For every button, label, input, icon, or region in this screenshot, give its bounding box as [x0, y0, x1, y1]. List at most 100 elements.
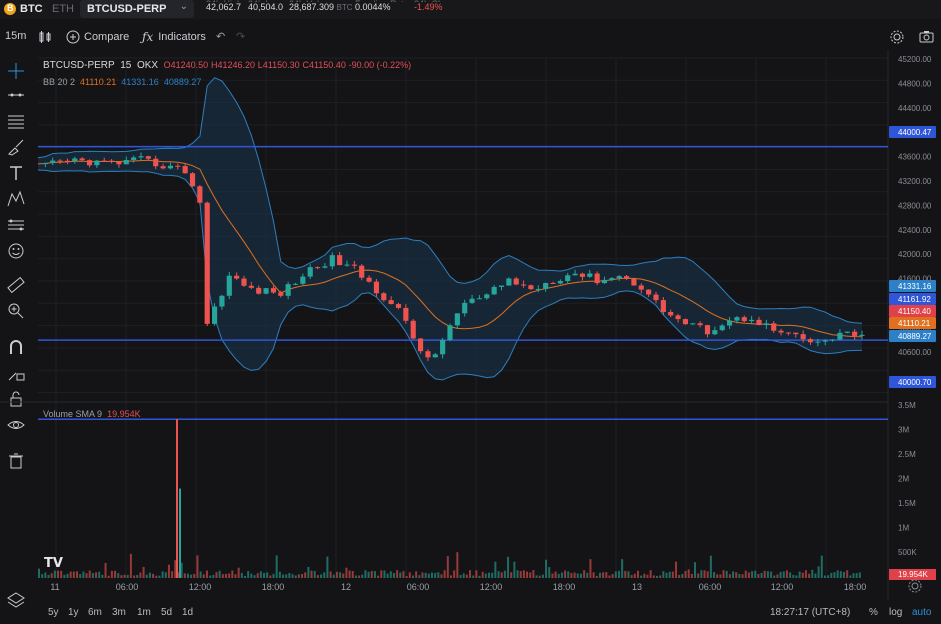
text-icon[interactable]	[6, 163, 26, 183]
price-tick-label: 42800.00	[898, 201, 932, 210]
eye-icon[interactable]	[6, 415, 26, 435]
log-toggle[interactable]: log	[889, 607, 903, 618]
volume-bar	[602, 572, 605, 578]
volume-bar	[180, 562, 183, 578]
volume-bar	[329, 571, 332, 578]
volume-bar	[152, 573, 155, 578]
volume-bar	[443, 570, 446, 578]
price-chart[interactable]: 45200.0044800.0044400.0044000.0043600.00…	[0, 50, 941, 600]
undo-button[interactable]: ↶	[216, 30, 225, 43]
candle	[704, 325, 711, 335]
volume-bar	[88, 570, 91, 578]
volume-bar	[408, 572, 411, 578]
auto-toggle[interactable]: auto	[912, 607, 932, 618]
candle	[160, 166, 166, 169]
volume-bar	[120, 575, 123, 578]
volume-bar	[101, 574, 104, 578]
volume-bar	[237, 567, 240, 578]
gear-icon	[890, 30, 904, 44]
brush-icon[interactable]	[6, 137, 26, 157]
candle	[153, 158, 159, 167]
volume-bar	[430, 572, 433, 578]
volume-bar	[478, 575, 481, 578]
candle-type-button[interactable]	[38, 30, 52, 44]
layers-icon[interactable]	[6, 590, 26, 610]
volume-bar	[804, 570, 807, 578]
zoom-in-icon[interactable]	[6, 301, 26, 321]
emoji-icon[interactable]	[6, 241, 26, 261]
coin-tab-eth[interactable]: ETH	[52, 0, 74, 18]
volume-bar	[795, 575, 798, 578]
volume-bar	[411, 575, 414, 578]
range-1y[interactable]: 1y	[68, 607, 79, 618]
volume-bar	[570, 572, 573, 578]
candle	[57, 160, 63, 162]
candle	[175, 165, 181, 167]
compare-button[interactable]: Compare	[66, 30, 129, 44]
screenshot-button[interactable]	[919, 30, 934, 43]
horizontal-lines-icon[interactable]	[6, 111, 26, 131]
measure-lines-icon[interactable]	[6, 215, 26, 235]
horizontal-lines	[38, 145, 888, 420]
range-5y[interactable]: 5y	[48, 607, 59, 618]
candle	[395, 304, 402, 308]
symbol-selector[interactable]: BTCUSD-PERP ⌄	[80, 0, 194, 18]
undo-icon: ↶	[216, 31, 226, 43]
candle	[543, 283, 549, 289]
time-tick-label: 06:00	[699, 582, 722, 592]
volume-bar	[126, 574, 129, 578]
percent-toggle[interactable]: %	[869, 607, 878, 618]
volume-bar	[196, 555, 199, 578]
magnet-icon[interactable]	[6, 337, 26, 357]
range-3m[interactable]: 3m	[112, 607, 126, 618]
volume-bar	[234, 574, 237, 578]
price-tick-label: 45200.00	[898, 55, 932, 64]
price-badge	[889, 293, 936, 305]
volume-bar	[833, 572, 836, 578]
candle	[829, 339, 836, 341]
settings-button[interactable]	[890, 30, 904, 44]
candle	[403, 307, 409, 321]
candle	[712, 330, 718, 335]
volume-bar	[744, 570, 747, 578]
volume-bar	[263, 572, 266, 578]
range-5d[interactable]: 5d	[161, 607, 173, 618]
range-6m[interactable]: 6m	[88, 607, 102, 618]
volume-bar	[583, 570, 586, 578]
volume-bar	[475, 570, 478, 578]
crosshair-icon[interactable]	[6, 61, 26, 81]
draw-lock-icon[interactable]	[6, 363, 26, 383]
candle	[793, 332, 799, 335]
volume-bar	[377, 575, 380, 578]
volume-bar	[624, 570, 627, 578]
volume-bar	[548, 567, 551, 578]
range-1d[interactable]: 1d	[182, 607, 194, 618]
candle	[623, 276, 630, 279]
volume-bar	[183, 573, 186, 578]
candle	[101, 160, 107, 162]
price-badge	[889, 330, 936, 342]
trash-icon[interactable]	[6, 451, 26, 471]
drawing-toolbar	[0, 55, 32, 615]
price-badge	[889, 280, 936, 292]
volume-bar	[560, 572, 563, 578]
volume-bar	[684, 571, 687, 578]
candle	[454, 313, 460, 326]
volume-bar	[836, 570, 839, 578]
candle	[388, 300, 394, 305]
indicators-button[interactable]: ƒx Indicators	[142, 30, 206, 44]
pattern-icon[interactable]	[6, 189, 26, 209]
gear-icon[interactable]	[908, 579, 922, 593]
candle	[653, 294, 659, 301]
coin-tab-btc[interactable]: BTC	[4, 0, 44, 18]
candle	[675, 315, 681, 320]
interval-selector[interactable]: 15m	[5, 30, 27, 42]
ruler-icon[interactable]	[6, 275, 26, 295]
volume-bar	[652, 575, 655, 578]
candle	[322, 266, 328, 268]
candle	[307, 267, 313, 277]
volume-bar	[142, 566, 145, 578]
range-1m[interactable]: 1m	[137, 607, 151, 618]
trend-line-icon[interactable]	[6, 85, 26, 105]
redo-button[interactable]: ↷	[236, 30, 245, 43]
